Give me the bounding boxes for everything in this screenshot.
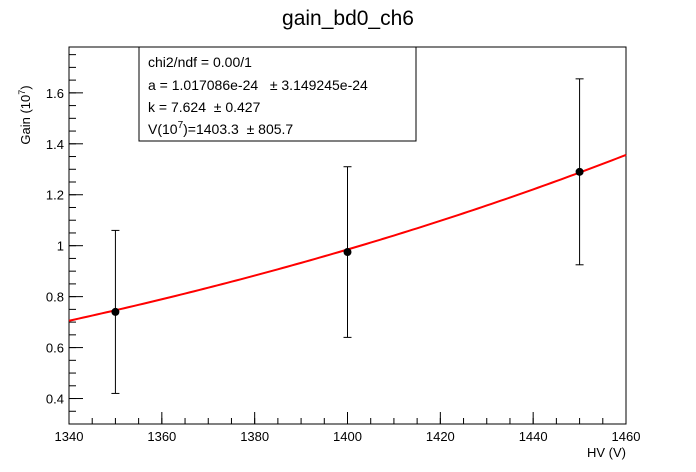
stats-box: chi2/ndf = 0.00/1 a = 1.017086e-24 ± 3.1… bbox=[138, 46, 417, 142]
data-point bbox=[343, 248, 352, 257]
y-tick-label: 1 bbox=[57, 239, 64, 254]
y-axis-label-tail: ) bbox=[18, 85, 33, 89]
x-tick-label: 1440 bbox=[519, 429, 548, 444]
stats-v: V(107)=1403.3 ± 805.7 bbox=[148, 120, 293, 137]
stats-chi2: chi2/ndf = 0.00/1 bbox=[148, 54, 252, 70]
stats-v-pre: V(10 bbox=[148, 121, 178, 137]
x-axis-label: HV (V) bbox=[587, 445, 626, 460]
x-tick-label: 1380 bbox=[240, 429, 269, 444]
x-tick-label: 1460 bbox=[612, 429, 641, 444]
x-tick-label: 1340 bbox=[55, 429, 84, 444]
x-tick-label: 1400 bbox=[333, 429, 362, 444]
chart-title: gain_bd0_ch6 bbox=[282, 7, 414, 30]
stats-v-post: )=1403.3 ± 805.7 bbox=[183, 121, 293, 137]
y-tick-label: 1.6 bbox=[46, 86, 64, 101]
y-tick-label: 1.2 bbox=[46, 188, 64, 203]
y-axis-label-base: Gain (10 bbox=[18, 95, 33, 145]
y-tick-label: 0.8 bbox=[46, 290, 64, 305]
stats-k: k = 7.624 ± 0.427 bbox=[148, 99, 261, 115]
x-tick-label: 1420 bbox=[426, 429, 455, 444]
data-point bbox=[111, 307, 120, 316]
y-axis-label-exp: 7 bbox=[17, 90, 27, 95]
stats-a: a = 1.017086e-24 ± 3.149245e-24 bbox=[148, 77, 368, 93]
y-tick-label: 1.4 bbox=[46, 137, 64, 152]
stats-v-exp: 7 bbox=[178, 120, 184, 131]
x-tick-label: 1360 bbox=[147, 429, 176, 444]
y-tick-label: 0.4 bbox=[46, 392, 64, 407]
stats-box-frame bbox=[138, 46, 417, 142]
y-tick-label: 0.6 bbox=[46, 341, 64, 356]
y-axis-label: Gain (107) bbox=[17, 85, 33, 144]
data-point bbox=[575, 167, 584, 176]
